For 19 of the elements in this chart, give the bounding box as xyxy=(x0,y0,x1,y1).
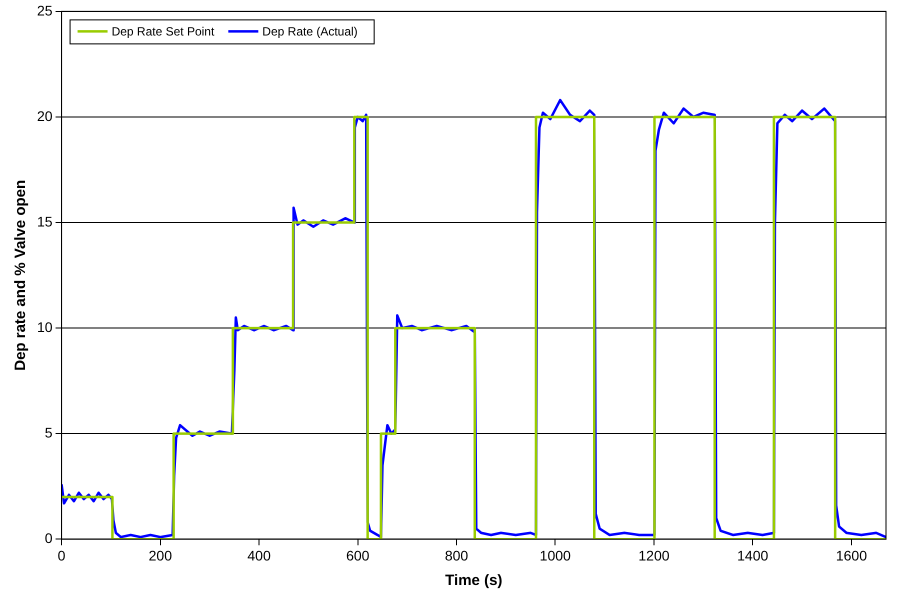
y-tick-label: 5 xyxy=(44,424,53,440)
y-tick-label: 25 xyxy=(36,2,53,18)
x-tick-label: 0 xyxy=(58,547,66,564)
x-tick-label: 1600 xyxy=(836,547,868,564)
y-axis-title: Dep rate and % Valve open xyxy=(12,180,30,371)
legend-label: Dep Rate Set Point xyxy=(112,24,215,39)
y-tick-label: 10 xyxy=(36,318,53,335)
y-tick-label: 20 xyxy=(36,108,53,124)
x-tick-label: 1200 xyxy=(638,547,670,564)
y-tick-label: 0 xyxy=(44,530,53,546)
x-tick-label: 200 xyxy=(148,547,172,564)
x-tick-label: 600 xyxy=(346,547,370,564)
x-tick-label: 1000 xyxy=(540,547,572,564)
x-tick-label: 1400 xyxy=(737,547,768,564)
legend-label: Dep Rate (Actual) xyxy=(262,24,358,39)
x-tick-label: 400 xyxy=(247,547,271,564)
x-tick-label: 800 xyxy=(444,547,468,564)
x-axis-title: Time (s) xyxy=(445,572,502,590)
y-tick-label: 15 xyxy=(36,213,53,230)
